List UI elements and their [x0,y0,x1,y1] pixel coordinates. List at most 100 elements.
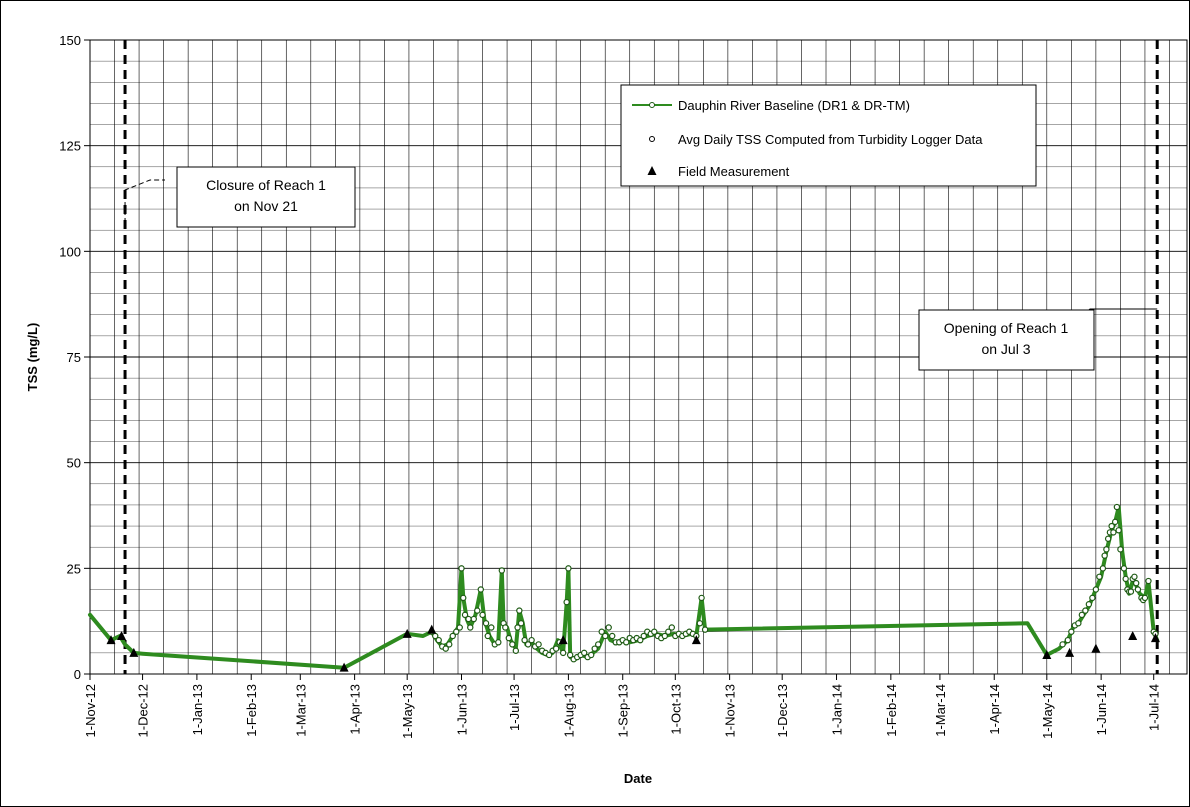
logger-data-point [517,620,525,627]
logger-data-point [665,628,672,635]
y-axis-ticks: 0 25 50 75 100 125 150 [59,33,90,682]
logger-data-point [1115,527,1122,534]
callout-opening-line1: Opening of Reach 1 [944,320,1069,336]
logger-data-point [1122,575,1129,583]
logger-data-point [1096,573,1103,580]
legend-field-swatch [647,166,657,175]
logger-data-point [668,624,675,631]
y-axis-title: TSS (mg/L) [25,323,40,392]
field-measurement-point [402,628,412,638]
logger-data-point [449,632,456,640]
legend-label: Avg Daily TSS Computed from Turbidity Lo… [678,132,983,147]
event-lines [123,40,1159,674]
callout-opening-line2: on Jul 3 [981,341,1030,357]
logger-data-point [512,647,520,654]
field-measurement-point [427,624,437,634]
logger-data-point [470,615,477,623]
logger-data-point [505,634,513,642]
logger-data-point [1113,503,1121,511]
field-measurement-point [106,635,116,645]
logger-data-point [698,594,705,602]
y-tick-label: 50 [67,456,81,471]
logger-data-point [524,641,532,648]
logger-data-point [535,641,542,648]
callout-closure-line1: Closure of Reach 1 [206,177,326,193]
logger-data-point [563,598,570,606]
x-tick-label: 1-Jun-13 [455,684,470,735]
field-measurement-point [558,635,568,645]
logger-data-point [516,607,523,614]
x-tick-label: 1-Sep-13 [616,684,631,737]
logger-data-point [1078,611,1086,619]
logger-data-point [1110,529,1117,536]
field-measurement-point [1128,630,1138,640]
callout-leader-line [124,179,165,223]
logger-data-point [587,651,595,659]
logger-data-point [465,615,472,623]
logger-data-point [580,649,588,657]
logger-data-point [446,641,453,648]
field-measurement-point [339,662,349,672]
logger-data-point [1134,586,1142,593]
logger-data-point [1068,628,1075,635]
logger-data-point [559,649,567,657]
logger-data-point [528,636,535,644]
logger-data-point [467,624,474,631]
x-tick-label: 1-Jan-14 [830,684,845,735]
legend: Dauphin River Baseline (DR1 & DR-TM) Avg … [620,84,1037,187]
x-tick-label: 1-Mar-13 [293,684,308,737]
x-tick-label: 1-Aug-13 [561,684,576,737]
logger-data-point [1111,518,1119,526]
logger-data-point [479,611,486,619]
x-tick-label: 1-Jul-14 [1147,684,1162,731]
logger-data-point [1089,594,1096,602]
logger-data-point [521,636,528,644]
y-tick-label: 100 [59,244,81,259]
logger-data-point [1099,565,1107,572]
x-tick-label: 1-May-14 [1040,684,1055,739]
legend-logger-swatch [649,136,655,142]
x-tick-label: 1-Apr-14 [987,684,1002,735]
logger-data-point [488,624,495,631]
logger-data-point [1132,579,1140,587]
x-tick-label: 1-Mar-14 [933,684,948,737]
logger-data-point [1141,594,1149,602]
logger-data-point [1101,552,1108,559]
logger-data-point [701,626,709,633]
x-tick-label: 1-Oct-13 [668,684,683,735]
logger-data-point [458,565,465,572]
x-axis-ticks: 1-Nov-12 1-Dec-12 1-Jan-13 1-Feb-13 1-Mar-13… [83,674,1162,739]
x-tick-label: 1-Dec-13 [775,684,790,737]
y-tick-label: 0 [74,667,81,682]
logger-data-point [453,628,460,635]
logger-data-point [1131,573,1138,580]
logger-data-point [640,632,647,640]
logger-data-point [442,645,449,652]
logger-data-point [474,607,481,614]
logger-data-point [1117,546,1124,553]
logger-data-point [509,641,516,648]
logger-data-point [1104,535,1112,542]
x-tick-label: 1-Jul-13 [507,684,522,731]
logger-data-point [1085,601,1093,608]
x-tick-label: 1-Feb-13 [244,684,259,737]
field-measurement-point [117,630,127,640]
x-tick-label: 1-May-13 [400,684,415,739]
callouts: Closure of Reach 1 on Nov 21 Opening of Re… [124,166,1158,371]
logger-data-point [1092,586,1100,593]
logger-data-point [1127,588,1135,595]
logger-data-point [435,636,442,644]
legend-baseline-marker [649,102,655,108]
callout-closure-line2: on Nov 21 [234,198,298,214]
logger-data-point [1075,620,1082,627]
logger-data-point [591,645,598,652]
x-tick-label: 1-Feb-14 [884,684,899,737]
logger-data-point [651,628,658,635]
y-tick-label: 75 [67,350,81,365]
x-tick-label: 1-Dec-12 [136,684,151,737]
y-tick-label: 150 [59,33,81,48]
logger-data-point [484,632,491,640]
field-measurement-point [691,635,701,645]
logger-data-point [495,639,502,646]
